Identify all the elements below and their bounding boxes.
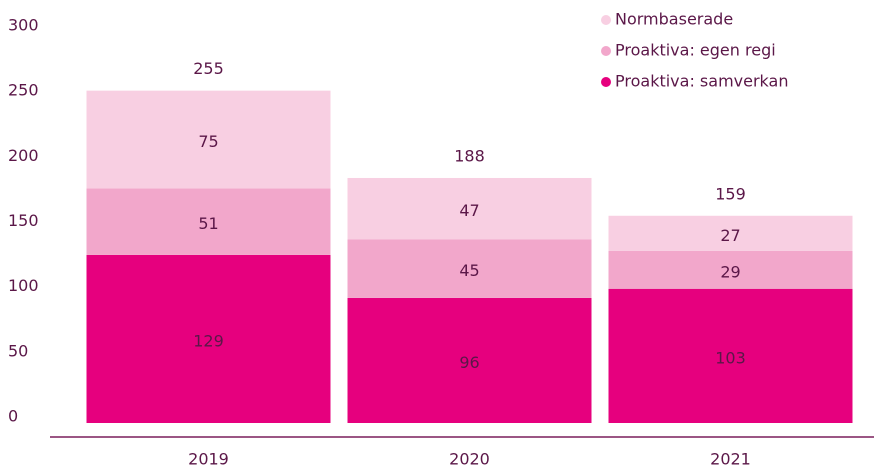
legend-swatch bbox=[601, 46, 611, 56]
bar-segment bbox=[608, 288, 853, 423]
y-tick-label: 250 bbox=[8, 81, 39, 100]
legend-swatch bbox=[601, 77, 611, 87]
segment-label: 29 bbox=[720, 262, 740, 281]
bar-segment bbox=[608, 250, 853, 289]
segment-label: 103 bbox=[715, 348, 746, 367]
segment-label: 27 bbox=[720, 226, 740, 245]
total-label: 159 bbox=[715, 184, 746, 203]
bar-segment bbox=[86, 188, 331, 255]
y-tick-label: 150 bbox=[8, 211, 39, 230]
legend-swatch bbox=[601, 15, 611, 25]
x-tick-label: 2019 bbox=[188, 450, 229, 468]
bar-segment bbox=[86, 254, 331, 423]
bar-segment bbox=[347, 297, 592, 423]
y-tick-label: 100 bbox=[8, 276, 39, 295]
legend-label: Normbaserade bbox=[615, 10, 733, 29]
bar-segment bbox=[86, 90, 331, 189]
total-label: 255 bbox=[193, 59, 224, 78]
bar-segment bbox=[347, 239, 592, 298]
x-tick-label: 2020 bbox=[449, 450, 490, 468]
segment-label: 129 bbox=[193, 331, 224, 350]
legend-label: Proaktiva: egen regi bbox=[615, 41, 776, 60]
segment-label: 75 bbox=[198, 132, 218, 151]
segment-label: 47 bbox=[459, 201, 479, 220]
bar-segment bbox=[608, 215, 853, 251]
y-tick-label: 0 bbox=[8, 407, 18, 426]
legend-label: Proaktiva: samverkan bbox=[615, 72, 788, 91]
bar-segment bbox=[347, 177, 592, 240]
segment-label: 96 bbox=[459, 353, 479, 372]
total-label: 188 bbox=[454, 146, 485, 165]
y-tick-label: 50 bbox=[8, 341, 28, 360]
segment-label: 51 bbox=[198, 214, 218, 233]
y-tick-label: 200 bbox=[8, 146, 39, 165]
segment-label: 45 bbox=[459, 261, 479, 280]
y-tick-label: 300 bbox=[8, 16, 39, 35]
x-tick-label: 2021 bbox=[710, 450, 751, 468]
